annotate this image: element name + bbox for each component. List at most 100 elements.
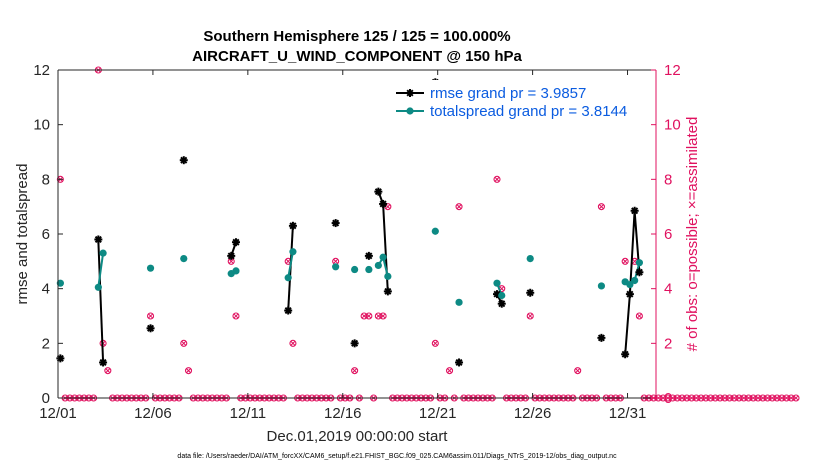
y-axis-label-right: # of obs: o=possible; ×=assimilated: [684, 117, 701, 352]
y-tick-label-right: 0: [664, 390, 672, 407]
obs-count-zero: [711, 394, 719, 402]
totalspread-point: [597, 282, 606, 290]
obs-count-zero: [683, 394, 691, 402]
chart-subtitle: AIRCRAFT_U_WIND_COMPONENT @ 150 hPa: [192, 48, 522, 65]
x-tick-label: 12/26: [514, 405, 552, 422]
x-axis-label: Dec.01,2019 00:00:00 start: [267, 428, 449, 445]
totalspread-point: [384, 272, 392, 280]
y-tick-label-right: 2: [664, 335, 672, 352]
totalspread-point: [498, 291, 506, 300]
y-tick-label: 6: [42, 226, 50, 243]
obs-count-zero: [792, 394, 800, 402]
rmse-point: [231, 238, 240, 247]
obs-count-zero: [707, 394, 715, 402]
obs-count-zero: [688, 394, 696, 402]
x-tick-label: 12/11: [230, 405, 266, 422]
rmse-point: [288, 221, 297, 230]
obs-count-zero: [678, 394, 686, 402]
y-tick-label-right: 8: [664, 171, 672, 188]
obs-count-point: [493, 175, 501, 183]
rmse-point: [331, 219, 340, 228]
obs-count-point: [455, 203, 463, 211]
legend-rmse-star: [406, 89, 414, 97]
obs-count-point: [146, 312, 155, 320]
obs-count-zero: [726, 394, 734, 402]
totalspread-point: [626, 280, 634, 289]
rmse-point: [227, 251, 236, 260]
rmse-point: [597, 333, 606, 342]
obs-count-zero: [664, 394, 672, 402]
rmse-point: [179, 156, 188, 165]
obs-count-point: [374, 312, 382, 320]
totalspread-point: [146, 264, 155, 272]
rmse-point: [350, 339, 359, 348]
obs-count-zero: [778, 394, 786, 402]
rmse-point: [383, 287, 392, 296]
obs-count-zero: [759, 394, 767, 402]
obs-count-point: [431, 339, 439, 347]
y-tick-label: 8: [42, 171, 50, 188]
legend-rmse-marker: [406, 89, 414, 97]
rmse-line-segment: [624, 210, 641, 355]
obs-count-zero: [773, 394, 781, 402]
rmse-point: [94, 235, 103, 244]
rmse-point: [625, 290, 634, 299]
y-tick-label: 4: [42, 281, 50, 298]
obs-count-zero: [659, 394, 667, 402]
obs-count-zero: [735, 394, 743, 402]
obs-count-point: [351, 367, 359, 375]
totalspread-point: [232, 267, 240, 275]
y-tick-label: 10: [33, 117, 50, 134]
y-axis-label: rmse and totalspread: [14, 164, 31, 305]
legend-spread-label: totalspread grand pr = 3.8144: [430, 103, 627, 120]
obs-count-zero: [692, 394, 700, 402]
obs-count-point: [184, 367, 193, 375]
totalspread-point: [332, 263, 340, 271]
rmse-point: [455, 358, 464, 367]
legend-rmse-label: rmse grand pr = 3.9857: [430, 85, 586, 102]
obs-count-point: [379, 312, 387, 320]
x-tick-group: 12/01 12/06 12/11 12/16 12/21 12/26 12/31: [39, 70, 646, 422]
rmse-point: [99, 358, 108, 367]
rmse-point: [635, 268, 644, 277]
obs-count-point: [180, 339, 188, 347]
y-tick-label-right: 10: [664, 117, 681, 134]
totalspread-point: [56, 279, 64, 287]
obs-count-zero: [721, 394, 729, 402]
obs-count-point: [104, 367, 112, 375]
obs-count-point: [526, 312, 534, 320]
obs-count-point: [445, 367, 454, 375]
obs-count-zero: [768, 394, 776, 402]
rmse-point: [621, 350, 630, 359]
rmse-point: [497, 299, 506, 308]
totalspread-point: [374, 261, 382, 270]
obs-count-zero: [673, 394, 681, 402]
totalspread-point: [351, 265, 359, 274]
y-tick-label-right: 6: [664, 226, 672, 243]
legend-box: [388, 80, 650, 128]
series-markers-layer: [56, 78, 644, 367]
x-tick-label: 12/01: [39, 405, 77, 422]
obs-count-zero: [697, 394, 705, 402]
obs-count-zero: [749, 394, 757, 402]
totalspread-point: [99, 249, 107, 257]
data-file-footer: data file: /Users/raeder/DAI/ATM_forcXX/…: [177, 453, 617, 460]
y-tick-label-right: 12: [664, 62, 681, 79]
totalspread-line-segment: [287, 251, 294, 278]
obs-count-zero: [740, 394, 748, 402]
x-tick-label: 12/21: [419, 405, 457, 422]
rmse-line-segment: [97, 239, 105, 363]
legend-spread-marker: [406, 107, 414, 115]
obs-count-point: [232, 312, 240, 320]
rmse-point: [630, 206, 639, 215]
obs-count-zero: [702, 394, 710, 402]
obs-count-zero: [730, 394, 738, 402]
y-tick-label-right: 4: [664, 281, 672, 298]
y-tick-label: 0: [42, 390, 50, 407]
totalspread-point: [284, 274, 292, 282]
obs-count-zero: [763, 394, 772, 402]
obs-count-zero: [754, 394, 762, 402]
obs-count-point: [621, 257, 629, 265]
rmse-point: [379, 199, 388, 208]
x-tick-label: 12/16: [324, 405, 362, 422]
